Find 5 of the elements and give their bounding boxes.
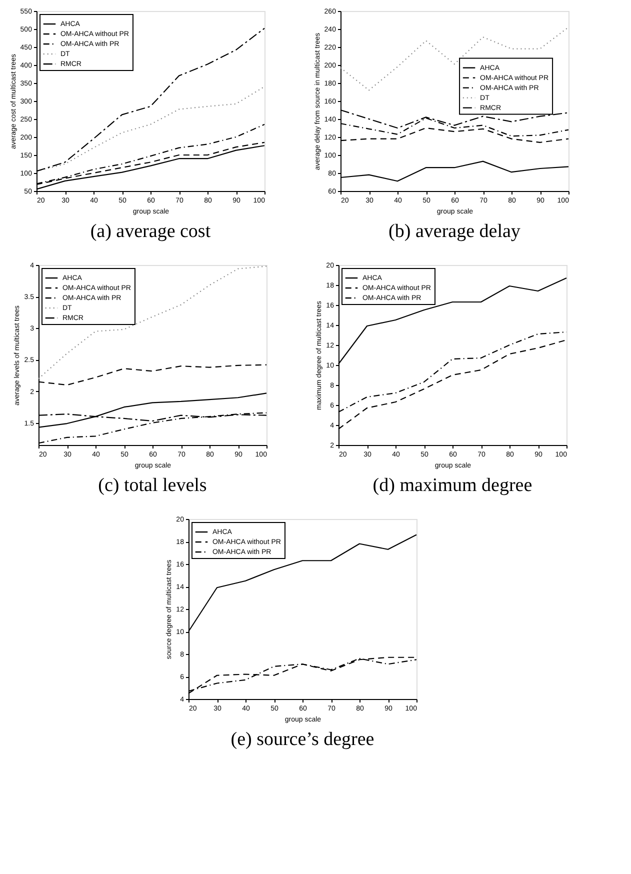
text: (d) maximum degree (372, 475, 532, 496)
text: (c) total levels (98, 475, 207, 496)
text: (a) average cost (90, 221, 212, 242)
text: (e) source’s degree (230, 729, 374, 750)
text: (b) average delay (388, 221, 521, 242)
